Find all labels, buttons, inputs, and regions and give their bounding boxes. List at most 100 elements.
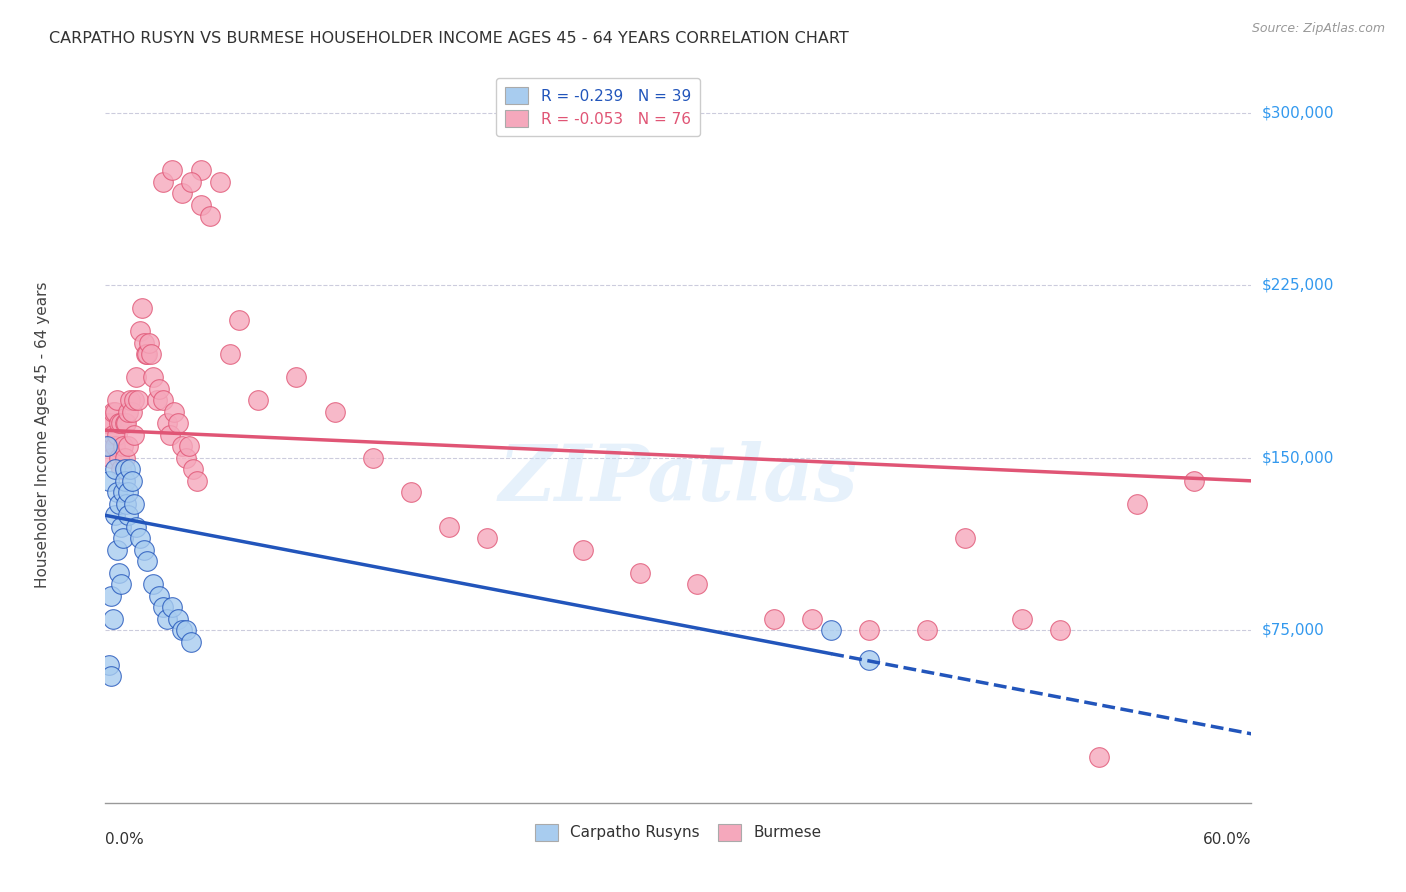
Point <box>190 198 212 212</box>
Point <box>100 417 122 431</box>
Point <box>104 439 127 453</box>
Point <box>170 624 193 638</box>
Point <box>128 324 150 338</box>
Legend: Carpatho Rusyns, Burmese: Carpatho Rusyns, Burmese <box>529 818 828 847</box>
Point <box>174 450 197 465</box>
Point <box>138 335 160 350</box>
Point <box>190 163 212 178</box>
Point <box>180 635 202 649</box>
Point <box>100 669 122 683</box>
Point <box>122 393 145 408</box>
Point <box>114 417 136 431</box>
Text: $75,000: $75,000 <box>1261 623 1324 638</box>
Point <box>115 497 138 511</box>
Point <box>686 577 709 591</box>
Point <box>96 417 118 431</box>
Point <box>132 542 155 557</box>
Point <box>285 370 308 384</box>
Text: Source: ZipAtlas.com: Source: ZipAtlas.com <box>1251 22 1385 36</box>
Point <box>114 474 136 488</box>
Point <box>98 439 121 453</box>
Text: ZIPatlas: ZIPatlas <box>499 441 858 517</box>
Point <box>186 474 208 488</box>
Point <box>98 474 121 488</box>
Text: 60.0%: 60.0% <box>1204 832 1251 847</box>
Point <box>228 313 250 327</box>
Point <box>128 532 150 546</box>
Point <box>108 417 131 431</box>
Point <box>1087 749 1109 764</box>
Point <box>174 624 197 638</box>
Point <box>111 439 134 453</box>
Point <box>167 612 190 626</box>
Point <box>114 450 136 465</box>
Point <box>127 393 149 408</box>
Point <box>121 405 143 419</box>
Point <box>170 186 193 201</box>
Point <box>108 566 131 580</box>
Point <box>142 577 165 591</box>
Point <box>858 653 880 667</box>
Point <box>162 600 184 615</box>
Point <box>915 624 938 638</box>
Point <box>110 520 132 534</box>
Point <box>110 462 132 476</box>
Point <box>820 624 842 638</box>
Point <box>105 485 128 500</box>
Text: Householder Income Ages 45 - 64 years: Householder Income Ages 45 - 64 years <box>35 282 51 588</box>
Point <box>104 508 127 523</box>
Point <box>179 439 201 453</box>
Point <box>125 370 148 384</box>
Point <box>181 462 204 476</box>
Point <box>111 485 134 500</box>
Point <box>572 542 595 557</box>
Point <box>105 542 128 557</box>
Point <box>132 335 155 350</box>
Point <box>628 566 651 580</box>
Point <box>162 163 184 178</box>
Point <box>1049 624 1071 638</box>
Point <box>101 427 124 442</box>
Point <box>247 393 270 408</box>
Point <box>117 439 139 453</box>
Text: CARPATHO RUSYN VS BURMESE HOUSEHOLDER INCOME AGES 45 - 64 YEARS CORRELATION CHAR: CARPATHO RUSYN VS BURMESE HOUSEHOLDER IN… <box>49 31 849 46</box>
Text: $150,000: $150,000 <box>1261 450 1334 466</box>
Point <box>323 405 346 419</box>
Point <box>117 508 139 523</box>
Point <box>1125 497 1147 511</box>
Point <box>136 347 159 361</box>
Point <box>104 462 127 476</box>
Point <box>135 347 157 361</box>
Point <box>115 417 138 431</box>
Point <box>477 532 499 546</box>
Point <box>141 347 163 361</box>
Point <box>136 554 159 568</box>
Point <box>858 624 880 638</box>
Text: $300,000: $300,000 <box>1261 105 1334 120</box>
Point <box>155 612 177 626</box>
Point <box>104 405 127 419</box>
Point <box>101 405 124 419</box>
Point <box>108 450 131 465</box>
Point <box>117 485 139 500</box>
Point <box>1182 474 1205 488</box>
Point <box>152 600 174 615</box>
Point <box>96 439 118 453</box>
Point <box>111 532 134 546</box>
Point <box>762 612 785 626</box>
Point <box>117 405 139 419</box>
Point <box>439 520 461 534</box>
Point <box>100 450 122 465</box>
Point <box>105 393 128 408</box>
Point <box>361 450 384 465</box>
Point <box>159 427 181 442</box>
Point <box>105 427 128 442</box>
Point <box>1011 612 1033 626</box>
Point <box>801 612 824 626</box>
Point <box>152 393 174 408</box>
Point <box>108 497 131 511</box>
Text: $225,000: $225,000 <box>1261 278 1334 293</box>
Point <box>121 474 143 488</box>
Point <box>120 462 142 476</box>
Point <box>200 210 222 224</box>
